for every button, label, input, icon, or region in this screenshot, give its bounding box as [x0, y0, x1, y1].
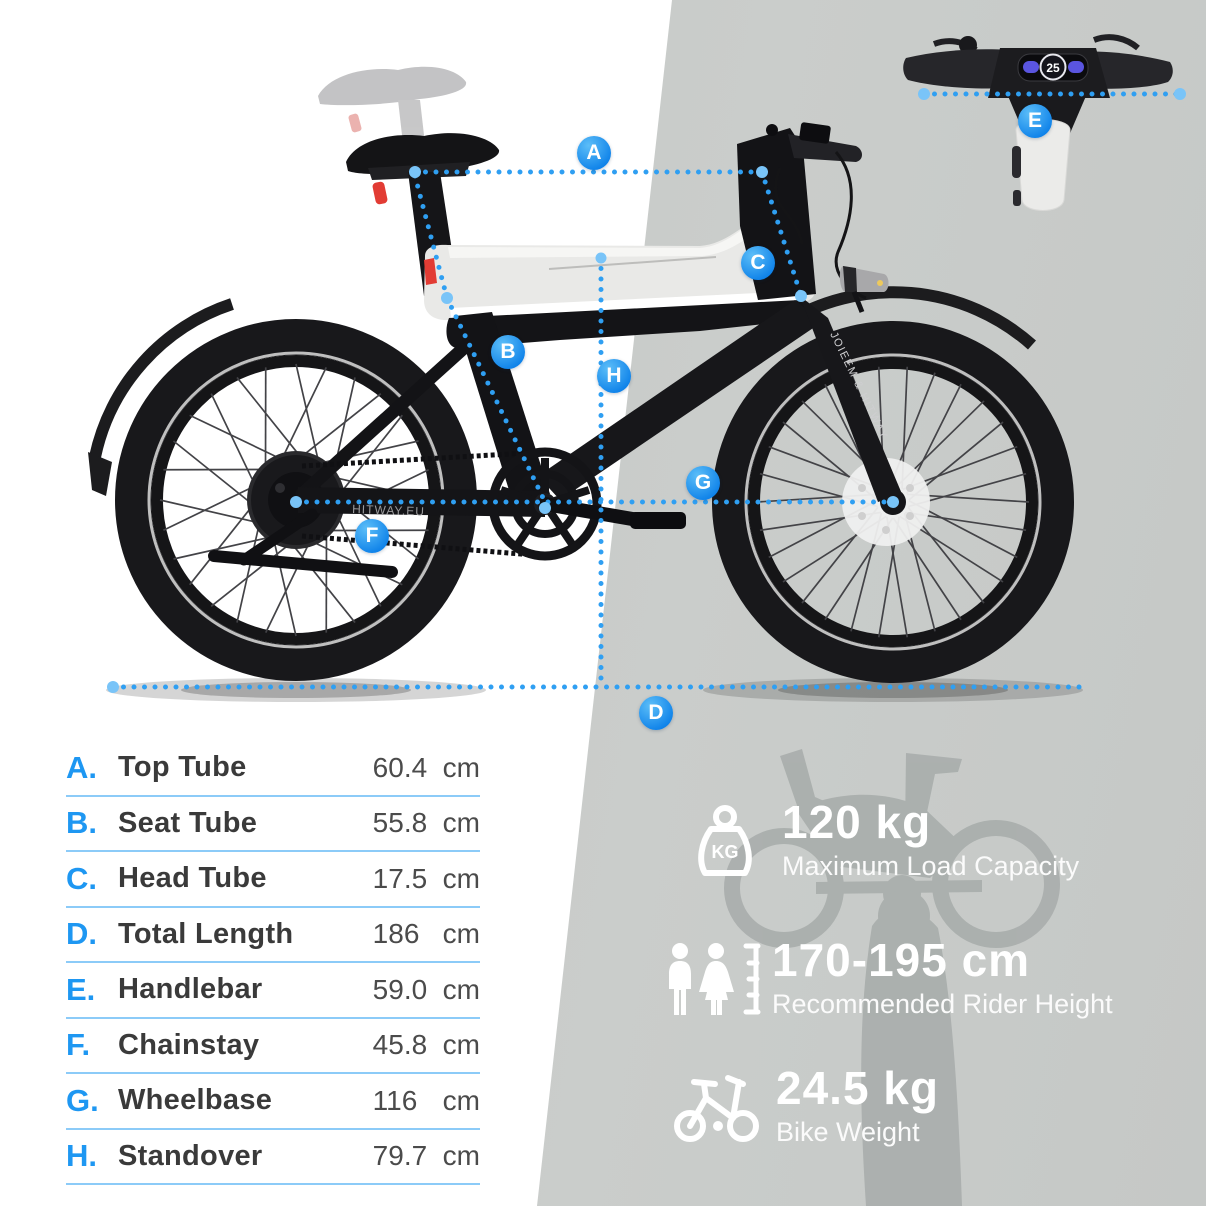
spec-row-total-length: D. Total Length 186 cm: [66, 908, 480, 963]
max-load-value: 120 kg: [782, 796, 932, 848]
display-speed-value: 25: [1046, 61, 1060, 75]
spec-value: 59.0: [372, 973, 428, 1005]
spec-row-handlebar: E. Handlebar 59.0 cm: [66, 963, 480, 1019]
bike-weight-label: Bike Weight: [776, 1117, 920, 1148]
spec-name: Seat Tube: [118, 806, 258, 839]
spec-name: Chainstay: [118, 1028, 260, 1061]
handlebar-display: 25: [1017, 53, 1089, 82]
seat-stay: [295, 339, 473, 501]
bike-frame: HITWAY.EU JOIEEM & HITWAY: [208, 66, 902, 578]
spec-letter: D.: [66, 916, 97, 952]
rider-height-value: 170-195 cm: [772, 934, 1031, 986]
spec-row-head-tube: C. Head Tube 17.5 cm: [66, 852, 480, 908]
callout-max-load: KG 120 kg Maximum Load Capacity: [668, 798, 1079, 882]
bell-icon: [959, 36, 977, 54]
rider-height-icon: [658, 936, 772, 1016]
height-ruler-icon: [743, 943, 761, 1015]
kickstand: [208, 508, 398, 578]
spec-name: Handlebar: [118, 973, 263, 1006]
marker-head-tube: C: [741, 246, 775, 280]
spec-value: 17.5: [372, 862, 428, 894]
callout-text: 24.5 kg Bike Weight: [776, 1064, 939, 1148]
rear-mudflap: [88, 452, 112, 496]
marker-seat-tube: B: [491, 335, 525, 369]
spec-value: 116: [372, 1084, 418, 1116]
bike-weight-value: 24.5 kg: [776, 1062, 939, 1114]
front-fork: [800, 296, 902, 502]
marker-standover: H: [597, 359, 631, 393]
callout-rider-height: 170-195 cm Recommended Rider Height: [658, 936, 1113, 1020]
spec-value: 79.7: [372, 1140, 428, 1172]
spec-value: 45.8: [372, 1029, 428, 1061]
pedal: [630, 512, 686, 529]
spec-name: Head Tube: [118, 862, 267, 895]
spec-name: Top Tube: [118, 751, 247, 784]
max-load-label: Maximum Load Capacity: [782, 851, 1080, 882]
spec-unit: cm: [442, 973, 480, 1005]
rear-light: [372, 181, 388, 205]
chainstay-brand-text: HITWAY.EU: [352, 502, 425, 519]
ground-shadows: [106, 678, 1083, 702]
spec-row-chainstay: F. Chainstay 45.8 cm: [66, 1019, 480, 1074]
right-brake-lever: [1092, 34, 1140, 51]
marker-wheelbase: G: [686, 466, 720, 500]
rider-height-label: Recommended Rider Height: [772, 989, 1113, 1020]
spec-letter: E.: [66, 971, 96, 1007]
spec-unit: cm: [442, 1029, 480, 1061]
spec-unit: cm: [442, 1140, 480, 1172]
spec-name: Standover: [118, 1139, 263, 1172]
front-light: [839, 266, 889, 313]
callout-text: 120 kg Maximum Load Capacity: [782, 798, 1079, 882]
callout-text: 170-195 cm Recommended Rider Height: [772, 936, 1113, 1020]
spec-name: Total Length: [118, 917, 294, 950]
spec-row-standover: H. Standover 79.7 cm: [66, 1130, 480, 1185]
spec-value: 186: [372, 918, 420, 950]
spec-row-seat-tube: B. Seat Tube 55.8 cm: [66, 797, 480, 852]
spec-letter: B.: [66, 805, 97, 841]
battery-hatch-seam: [548, 256, 717, 270]
weight-kg-icon: KG: [668, 798, 782, 882]
front-fender: [779, 286, 1036, 350]
marker-top-tube: A: [577, 136, 611, 170]
handlebar-grip: [788, 134, 862, 162]
spec-unit: cm: [442, 751, 480, 783]
spec-unit: cm: [442, 862, 480, 894]
dimension-endpoints: [107, 166, 899, 693]
spec-name: Wheelbase: [118, 1084, 273, 1117]
marker-handlebar: E: [1018, 104, 1052, 138]
spec-value: 60.4: [372, 751, 428, 783]
marker-chainstay: F: [355, 519, 389, 553]
down-tube: [538, 300, 822, 500]
spec-letter: H.: [66, 1138, 97, 1174]
spec-row-wheelbase: G. Wheelbase 116 cm: [66, 1074, 480, 1130]
spec-letter: A.: [66, 749, 97, 785]
kg-icon-label: KG: [712, 842, 739, 862]
dimension-line-c: [759, 169, 804, 299]
front-wheel: [712, 286, 1074, 683]
spec-unit: cm: [442, 1084, 480, 1116]
folded-bike-icon: [662, 1064, 776, 1144]
folded-bike-silhouette: [724, 749, 1060, 1206]
spec-value: 55.8: [372, 807, 428, 839]
spec-letter: F.: [66, 1027, 91, 1063]
callout-bike-weight: 24.5 kg Bike Weight: [662, 1064, 939, 1148]
spec-letter: G.: [66, 1082, 99, 1118]
top-tube-battery: [424, 218, 815, 321]
spec-row-top-tube: A. Top Tube 60.4 cm: [66, 741, 480, 797]
rear-wheel: [88, 298, 477, 681]
spec-letter: C.: [66, 860, 97, 896]
frame-red-accent: [424, 258, 437, 285]
brake-cable: [774, 167, 804, 245]
dimension-spec-table: A. Top Tube 60.4 cm B. Seat Tube 55.8 cm…: [66, 741, 480, 1185]
spec-unit: cm: [442, 807, 480, 839]
rear-fender: [89, 298, 234, 459]
spec-unit: cm: [442, 918, 480, 950]
marker-total-length: D: [639, 696, 673, 730]
